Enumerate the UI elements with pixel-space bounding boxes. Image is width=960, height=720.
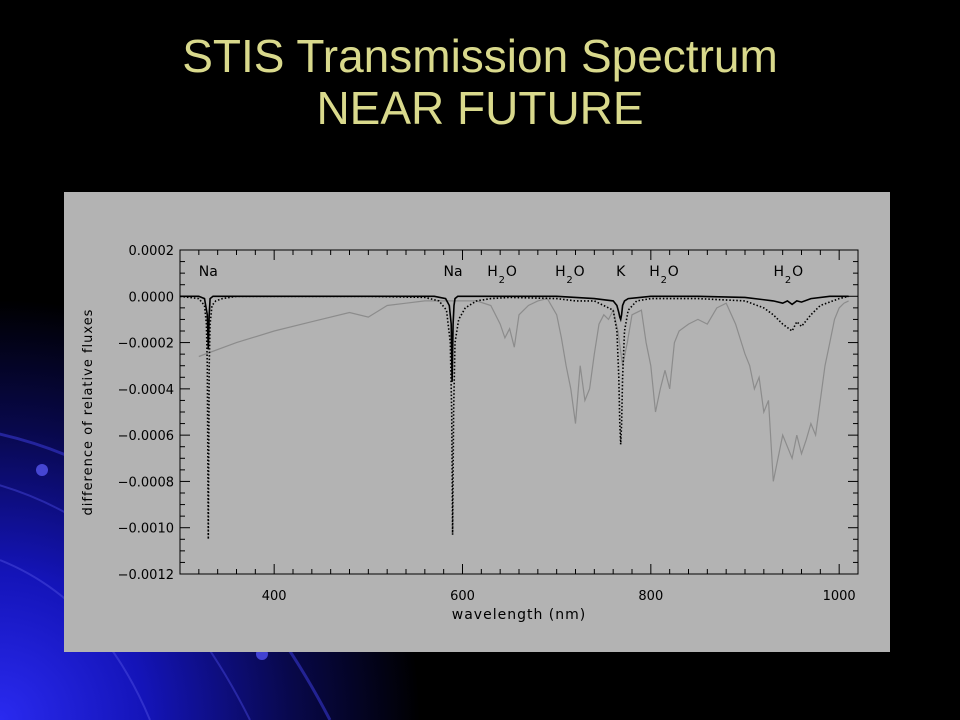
annotation-subscript: 2: [661, 275, 667, 286]
slide-title-line-2: NEAR FUTURE: [316, 82, 644, 134]
annotation-ho: H2O: [649, 264, 679, 286]
annotation-label: K: [616, 264, 626, 280]
series-line-gray: [198, 297, 849, 482]
annotation-main-rest: O: [574, 264, 585, 280]
slide-title: STIS Transmission Spectrum NEAR FUTURE: [0, 30, 960, 134]
y-tick-label: 0.0000: [129, 290, 175, 305]
series-line-dotted: [179, 295, 849, 540]
series-layer: [179, 295, 849, 540]
annotation-main-first: H: [487, 264, 498, 280]
y-tick-label: −0.0012: [118, 568, 174, 583]
tick-layer: [179, 249, 859, 575]
annotation-ho: H2O: [774, 264, 804, 286]
annotation-main-first: H: [555, 264, 566, 280]
x-tick-label: 600: [450, 589, 475, 604]
y-tick-label: −0.0008: [118, 475, 174, 490]
annotation-na: Na: [199, 264, 218, 280]
annotation-ho: H2O: [555, 264, 585, 286]
x-axis-label: wavelength (nm): [452, 607, 586, 623]
annotation-main-rest: O: [506, 264, 517, 280]
x-tick-label: 1000: [823, 589, 856, 604]
spectrum-chart: 400 600 800 1000 0.0002 0.0000 −0.0002 −0.0004 −…: [81, 244, 859, 623]
annotation-label: Na: [199, 264, 218, 280]
y-tick-label: −0.0010: [118, 522, 174, 537]
annotation-ho: H2O: [487, 264, 517, 286]
y-tick-label: −0.0002: [118, 337, 174, 352]
series-line-solid: [180, 295, 849, 382]
annotation-k: K: [616, 264, 626, 280]
plot-panel: 400 600 800 1000 0.0002 0.0000 −0.0002 −0.0004 −…: [64, 192, 890, 652]
y-axis-label: difference of relative fluxes: [81, 309, 96, 516]
label-layer: 400 600 800 1000 0.0002 0.0000 −0.0002 −0.0004 −…: [118, 244, 856, 604]
annotation-main-first: H: [774, 264, 785, 280]
x-tick-label: 800: [638, 589, 663, 604]
annotation-subscript: 2: [785, 275, 791, 286]
annotation-main-first: H: [649, 264, 660, 280]
y-tick-label: −0.0006: [118, 429, 174, 444]
slide-title-line-1: STIS Transmission Spectrum: [182, 30, 778, 82]
annotation-na: Na: [444, 264, 463, 280]
y-tick-label: −0.0004: [118, 383, 174, 398]
x-tick-label: 400: [262, 589, 287, 604]
y-tick-label: 0.0002: [129, 244, 175, 259]
annotation-subscript: 2: [499, 275, 505, 286]
annotation-main-rest: O: [668, 264, 679, 280]
annotation-main-rest: O: [792, 264, 803, 280]
annotation-subscript: 2: [566, 275, 572, 286]
annotation-label: Na: [444, 264, 463, 280]
